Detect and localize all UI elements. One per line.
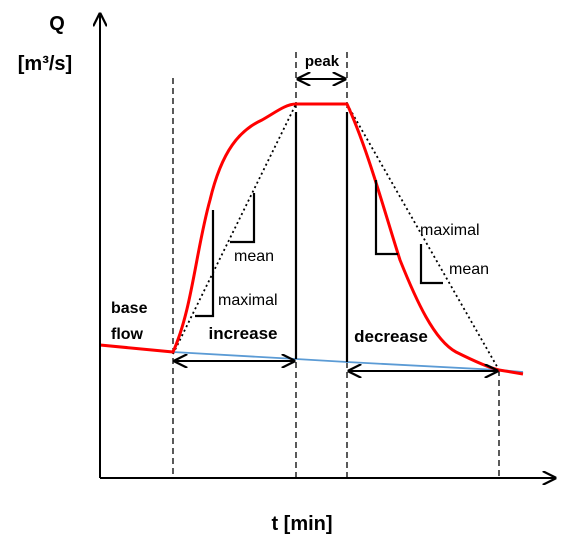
- fall-mean-line: [346, 103, 500, 371]
- fall-maximal-slope-marker: [374, 180, 398, 256]
- base-flow-label-line1: base: [111, 300, 148, 317]
- rise-mean-label: mean: [234, 248, 274, 265]
- rise-mean-slope-marker: [230, 193, 256, 244]
- fall-maximal-label: maximal: [420, 222, 480, 239]
- rise-maximal-label: maximal: [218, 292, 278, 309]
- baseflow-line: [99, 344, 524, 373]
- increase-label: increase: [209, 324, 278, 343]
- y-axis-label-symbol: Q: [49, 13, 65, 35]
- peak-label: peak: [305, 53, 340, 70]
- fall-mean-slope-marker: [419, 244, 443, 285]
- hydrograph-curve: [99, 102, 524, 376]
- x-axis-label: t [min]: [271, 513, 332, 535]
- decrease-label: decrease: [354, 327, 428, 346]
- rise-maximal-slope-marker: [195, 210, 215, 318]
- base-flow-label-line2: flow: [111, 326, 144, 343]
- rise-mean-line: [172, 103, 297, 355]
- y-axis-label-unit: [m³/s]: [18, 53, 72, 75]
- fall-mean-label: mean: [449, 261, 489, 278]
